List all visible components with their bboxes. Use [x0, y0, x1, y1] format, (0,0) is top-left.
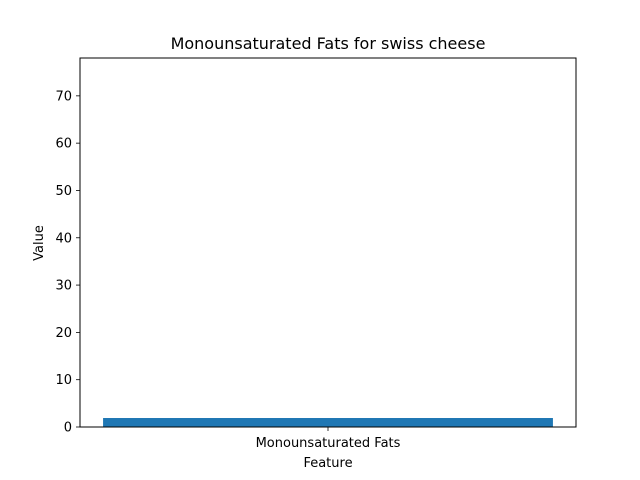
y-tick-label: 0 [64, 421, 72, 436]
plot-area: Monounsaturated Fats 0 10 20 30 40 50 60 70 [55, 57, 577, 451]
y-tick-label: 20 [55, 326, 72, 341]
y-tick-label: 30 [55, 279, 72, 294]
y-tick-label: 50 [55, 184, 72, 199]
y-tick-label: 60 [55, 137, 72, 152]
y-axis-label: Value [32, 225, 47, 261]
x-tick-label: Monounsaturated Fats [256, 436, 401, 451]
x-axis-label: Feature [303, 456, 352, 471]
y-tick-label: 40 [55, 231, 72, 246]
y-tick-label: 10 [55, 373, 72, 388]
y-tick-label: 70 [55, 89, 72, 104]
chart-title: Monounsaturated Fats for swiss cheese [171, 34, 486, 53]
bar [103, 418, 553, 427]
plot-frame [79, 57, 577, 428]
